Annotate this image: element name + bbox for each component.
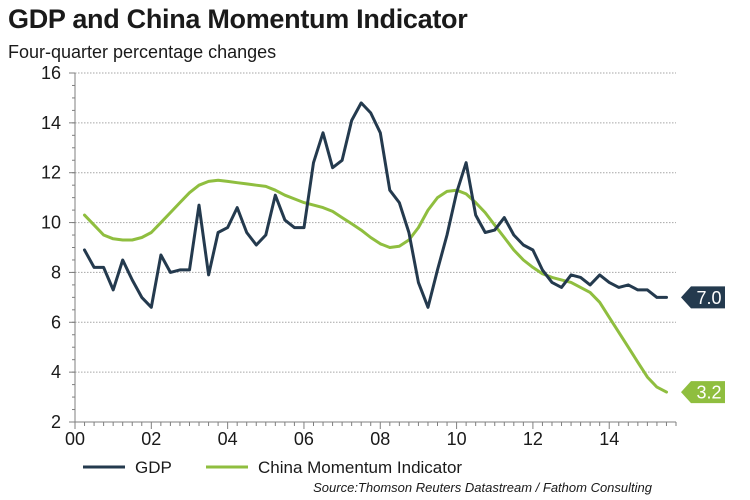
chart-title: GDP and China Momentum Indicator	[8, 4, 468, 34]
x-tick-label: 00	[65, 429, 85, 449]
y-tick-label: 4	[51, 362, 61, 382]
legend: GDP China Momentum Indicator	[83, 458, 462, 477]
x-tick-label: 04	[218, 429, 238, 449]
y-axis-ticks: 2 4 6 8 10 12 14 16	[41, 63, 75, 432]
source-note: Source:Thomson Reuters Datastream / Fath…	[313, 480, 652, 495]
y-tick-label: 6	[51, 312, 61, 332]
end-tag-shape	[681, 286, 725, 309]
momentum-end-tag: 3.2	[681, 381, 725, 404]
gdp-end-tag: 7.0	[681, 286, 725, 309]
end-value-tags: 7.0 3.2	[681, 286, 725, 404]
x-tick-label: 10	[447, 429, 467, 449]
y-tick-label: 12	[41, 163, 61, 183]
gdp-line	[83, 101, 668, 309]
grid-lines	[75, 72, 676, 373]
x-axis-ticks: 00 02 04 06 08 10 12 14	[65, 422, 677, 449]
y-tick-label: 16	[41, 63, 61, 83]
x-tick-label: 14	[599, 429, 619, 449]
x-tick-label: 08	[370, 429, 390, 449]
series-lines	[83, 101, 668, 394]
x-tick-label: 12	[523, 429, 543, 449]
end-tag-shape	[681, 381, 725, 404]
y-tick-label: 10	[41, 213, 61, 233]
momentum-line	[83, 178, 668, 394]
y-tick-label: 14	[41, 113, 61, 133]
y-tick-label: 8	[51, 262, 61, 282]
y-tick-label: 2	[51, 412, 61, 432]
chart-subtitle: Four-quarter percentage changes	[8, 42, 277, 62]
x-tick-label: 06	[294, 429, 314, 449]
end-tag-label: 3.2	[696, 383, 721, 403]
legend-gdp-label: GDP	[135, 458, 172, 477]
legend-momentum-label: China Momentum Indicator	[258, 458, 462, 477]
x-tick-label: 02	[141, 429, 161, 449]
end-tag-label: 7.0	[696, 288, 721, 308]
